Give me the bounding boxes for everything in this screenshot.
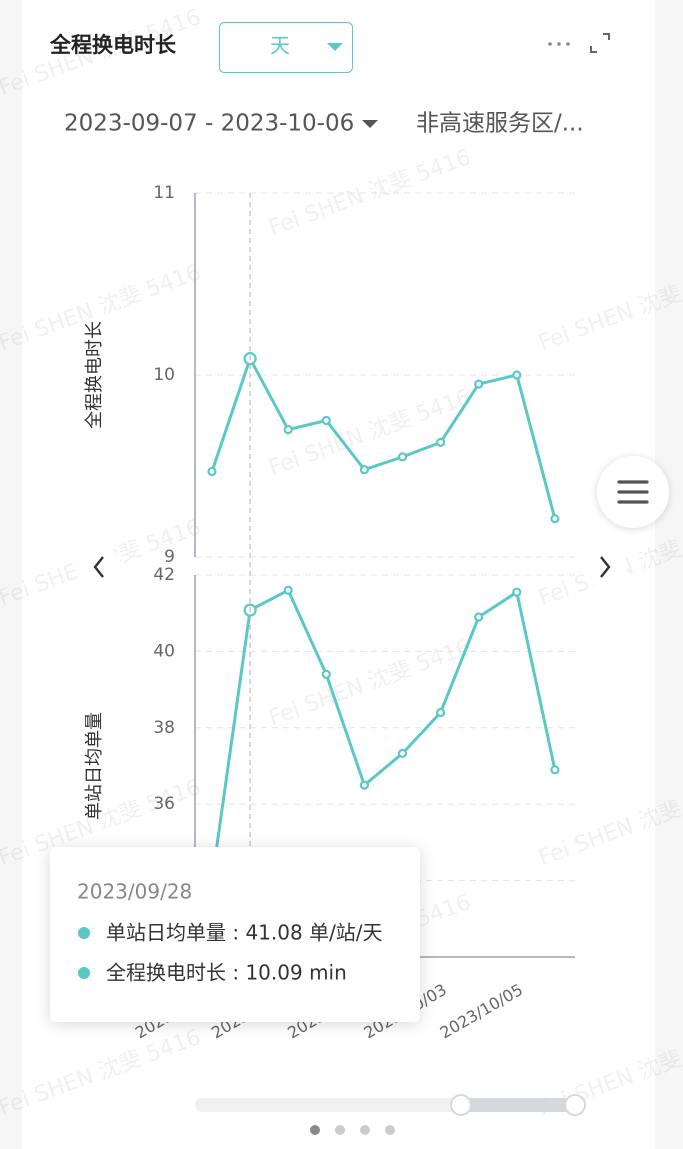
card-title: 全程换电时长 (49, 33, 177, 57)
data-point (436, 707, 446, 718)
period-value: 天 (270, 34, 290, 58)
data-point (512, 587, 522, 597)
more-icon[interactable] (548, 42, 570, 46)
data-point (550, 765, 560, 775)
tooltip-dot (78, 927, 90, 939)
data-point (207, 466, 217, 477)
y-tick-label: 40 (153, 641, 175, 661)
pagination[interactable] (310, 1125, 395, 1135)
dropdown-arrow (327, 43, 343, 51)
y-tick-label: 10 (153, 365, 175, 385)
nav-next[interactable] (583, 545, 627, 589)
data-point (474, 612, 484, 622)
y-tick-label: 11 (153, 183, 175, 203)
nav-prev[interactable] (77, 545, 121, 589)
data-point (359, 465, 369, 475)
data-point (397, 748, 408, 758)
tooltip: 2023/09/28 单站日均单量 : 41.08 单/站/天 全程换电时长 :… (50, 847, 420, 1022)
data-point (474, 379, 484, 389)
data-zoom[interactable] (195, 1094, 586, 1116)
tooltip-dot (78, 967, 90, 979)
y-axis-label: 单站日均单量 (84, 712, 105, 820)
data-point (550, 514, 560, 524)
data-point (321, 415, 331, 426)
tooltip-date: 2023/09/28 (77, 880, 192, 904)
data-point (397, 452, 408, 462)
y-tick-label: 38 (153, 718, 175, 738)
data-point (321, 669, 331, 679)
data-point (359, 780, 369, 790)
series-line (210, 588, 557, 881)
y-axis-label: 全程换电时长 (84, 321, 105, 429)
expand-icon[interactable] (590, 33, 610, 53)
data-point (283, 425, 293, 435)
y-tick-label: 42 (153, 565, 175, 585)
data-point (436, 437, 446, 447)
data-point (283, 585, 293, 595)
date-arrow (362, 120, 378, 128)
date-range[interactable]: 2023-09-07 - 2023-10-06 (64, 111, 354, 137)
series-line (210, 357, 557, 520)
filter-select[interactable]: 非高速服务区/... (416, 111, 584, 137)
tooltip-item: 全程换电时长 : 10.09 min (106, 961, 347, 985)
data-point (512, 370, 522, 380)
y-tick-label: 36 (153, 794, 175, 814)
period-select[interactable] (219, 22, 353, 73)
menu-button[interactable] (597, 456, 669, 528)
tooltip-item: 单站日均单量 : 41.08 单/站/天 (106, 921, 383, 945)
y-tick-label: 9 (164, 547, 175, 567)
